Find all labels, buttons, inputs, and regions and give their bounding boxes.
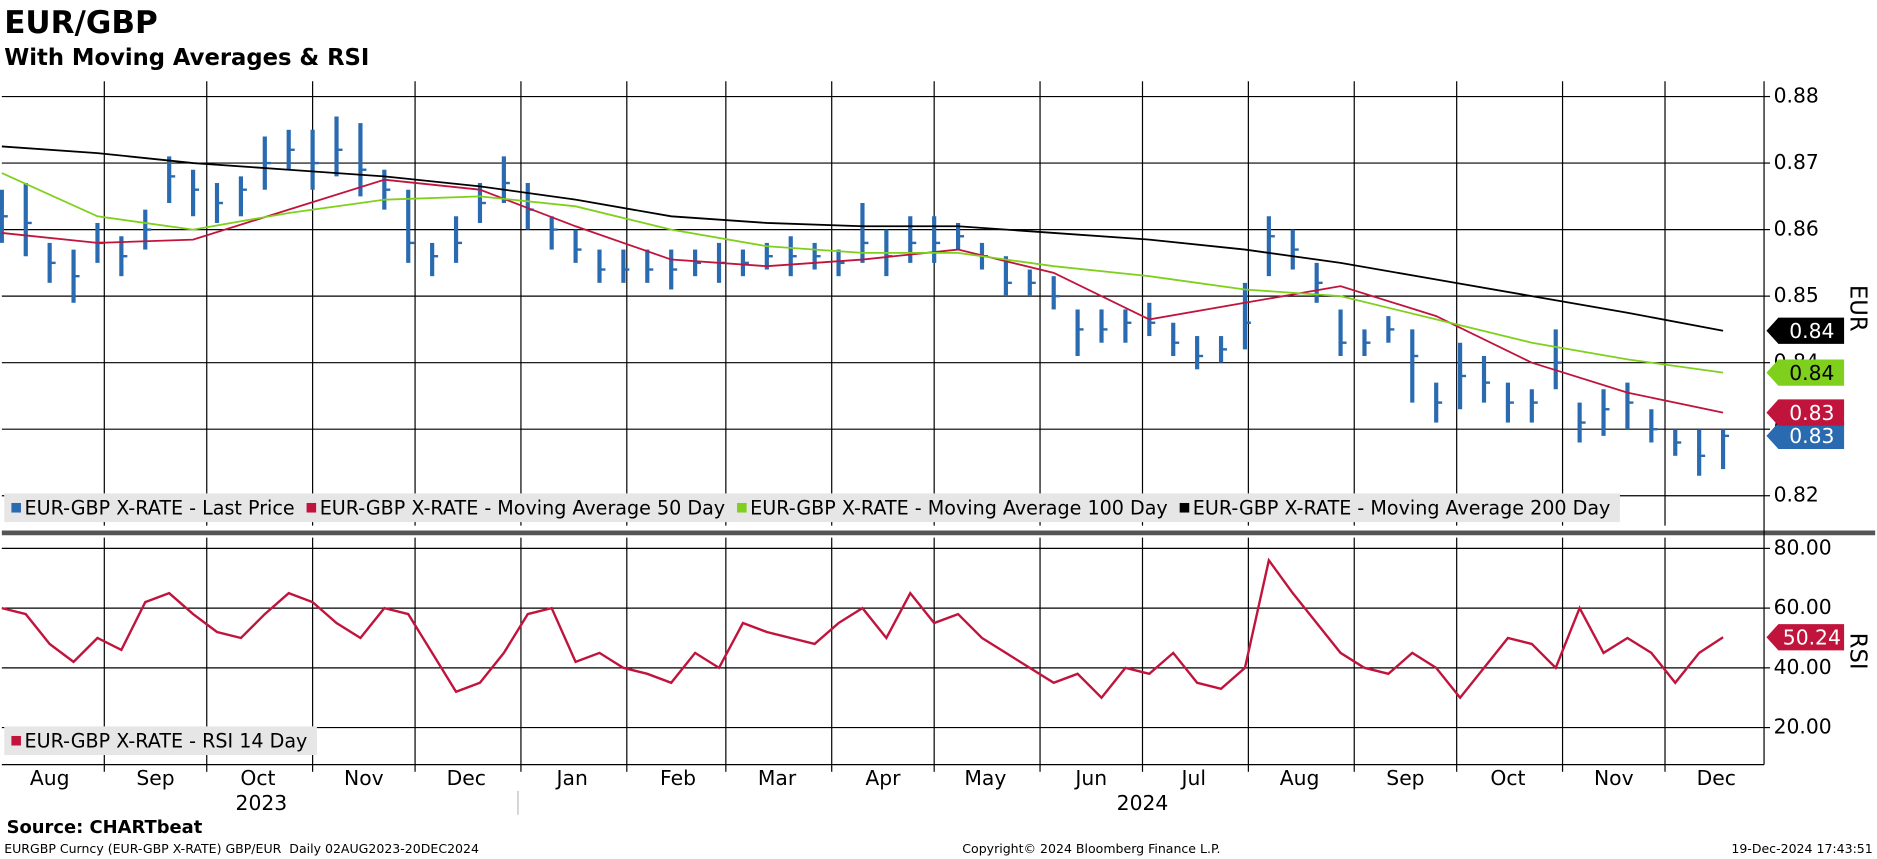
y-tick-label: 0.86 <box>1774 217 1819 241</box>
x-tick-label: Sep <box>1386 766 1424 790</box>
legend-swatch <box>1179 502 1190 513</box>
x-tick-label: Nov <box>344 766 384 790</box>
legend-label: EUR-GBP X-RATE - Moving Average 50 Day <box>320 496 725 519</box>
y-axis-label: EUR <box>1845 285 1871 332</box>
y-tick-label: 0.88 <box>1774 84 1819 108</box>
legend-label: EUR-GBP X-RATE - RSI 14 Day <box>25 729 308 752</box>
legend-label: EUR-GBP X-RATE - Moving Average 200 Day <box>1193 496 1611 519</box>
x-tick-label: May <box>964 766 1006 790</box>
x-tick-label: Feb <box>660 766 696 790</box>
legend-label: EUR-GBP X-RATE - Last Price <box>25 496 295 519</box>
year-label: 2023 <box>236 791 288 815</box>
x-tick-label: Jul <box>1179 766 1206 790</box>
y-tick-label: 20.00 <box>1774 715 1832 739</box>
y-tick-label: 40.00 <box>1774 655 1832 679</box>
series-line <box>1 178 1724 414</box>
year-label: 2024 <box>1117 791 1169 815</box>
series-line <box>1 557 1724 700</box>
footer-center: Copyright© 2024 Bloomberg Finance L.P. <box>962 841 1220 856</box>
x-tick-label: Apr <box>865 766 901 790</box>
last-value-label: 0.84 <box>1789 319 1834 343</box>
y-tick-label: 80.00 <box>1774 535 1832 559</box>
last-value-tag <box>1766 317 1845 344</box>
y-tick-label: 0.85 <box>1774 283 1819 307</box>
legend-background <box>4 726 317 756</box>
footer-left: EURGBP Curncy (EUR-GBP X-RATE) GBP/EUR D… <box>4 841 479 856</box>
legend: EUR-GBP X-RATE - RSI 14 Day <box>4 726 317 756</box>
x-tick-label: Mar <box>758 766 797 790</box>
footer-right: 19-Dec-2024 17:43:51 <box>1731 841 1872 856</box>
last-value-label: 0.83 <box>1789 424 1834 448</box>
grid <box>1 81 1765 772</box>
last-value-label: 0.84 <box>1789 361 1834 385</box>
y-tick-label: 60.00 <box>1774 595 1832 619</box>
x-tick-label: Jan <box>555 766 588 790</box>
x-tick-label: Oct <box>1490 766 1525 790</box>
last-value-label: 0.83 <box>1789 401 1834 425</box>
legend-swatch <box>306 502 317 513</box>
last-value-label: 50.24 <box>1783 625 1841 649</box>
y-axis-label: RSI <box>1845 633 1871 670</box>
y-tick-label: 0.87 <box>1774 150 1819 174</box>
x-tick-label: Dec <box>447 766 486 790</box>
last-value-tag <box>1766 399 1845 426</box>
legend-swatch <box>737 502 747 513</box>
x-tick-label: Dec <box>1697 766 1736 790</box>
last-value-tag <box>1766 624 1845 651</box>
x-tick-label: Oct <box>240 766 275 790</box>
last-value-tag <box>1766 422 1845 449</box>
y-tick-label: 0.82 <box>1774 483 1819 507</box>
chart-title: EUR/GBP <box>4 5 158 41</box>
legend-swatch <box>11 735 21 746</box>
legend-swatch <box>11 502 21 513</box>
legend: EUR-GBP X-RATE - Last Price EUR-GBP X-RAT… <box>4 493 1620 523</box>
series-line <box>1 145 1724 332</box>
chart-subtitle: With Moving Averages & RSI <box>4 45 369 71</box>
legend-background <box>4 493 1620 523</box>
x-tick-label: Jun <box>1073 766 1107 790</box>
legend-label: EUR-GBP X-RATE - Moving Average 100 Day <box>750 496 1168 519</box>
x-tick-label: Aug <box>1280 766 1320 790</box>
series-line <box>1 172 1724 374</box>
x-tick-label: Sep <box>136 766 174 790</box>
source: Source: CHARTbeat <box>7 817 203 838</box>
x-tick-label: Nov <box>1594 766 1634 790</box>
x-tick-label: Aug <box>30 766 70 790</box>
last-value-tag <box>1766 359 1845 386</box>
